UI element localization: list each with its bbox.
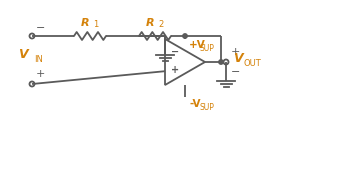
Text: +V: +V (189, 40, 206, 50)
Text: SUP: SUP (199, 44, 214, 53)
Text: 2: 2 (158, 20, 163, 29)
Text: −: − (231, 67, 240, 77)
Text: −: − (171, 47, 179, 57)
Circle shape (219, 60, 223, 64)
Text: +: + (231, 47, 240, 57)
Text: +: + (171, 65, 179, 75)
Circle shape (183, 34, 187, 38)
Text: -V: -V (189, 99, 201, 109)
Text: V: V (233, 52, 243, 66)
Text: 1: 1 (93, 20, 98, 29)
Text: SUP: SUP (199, 103, 214, 112)
Text: IN: IN (34, 56, 43, 65)
Text: +: + (36, 69, 45, 79)
Text: −: − (36, 23, 45, 33)
Text: OUT: OUT (243, 59, 261, 68)
Text: V: V (18, 47, 28, 61)
Text: R: R (146, 18, 154, 28)
Text: R: R (80, 18, 89, 28)
